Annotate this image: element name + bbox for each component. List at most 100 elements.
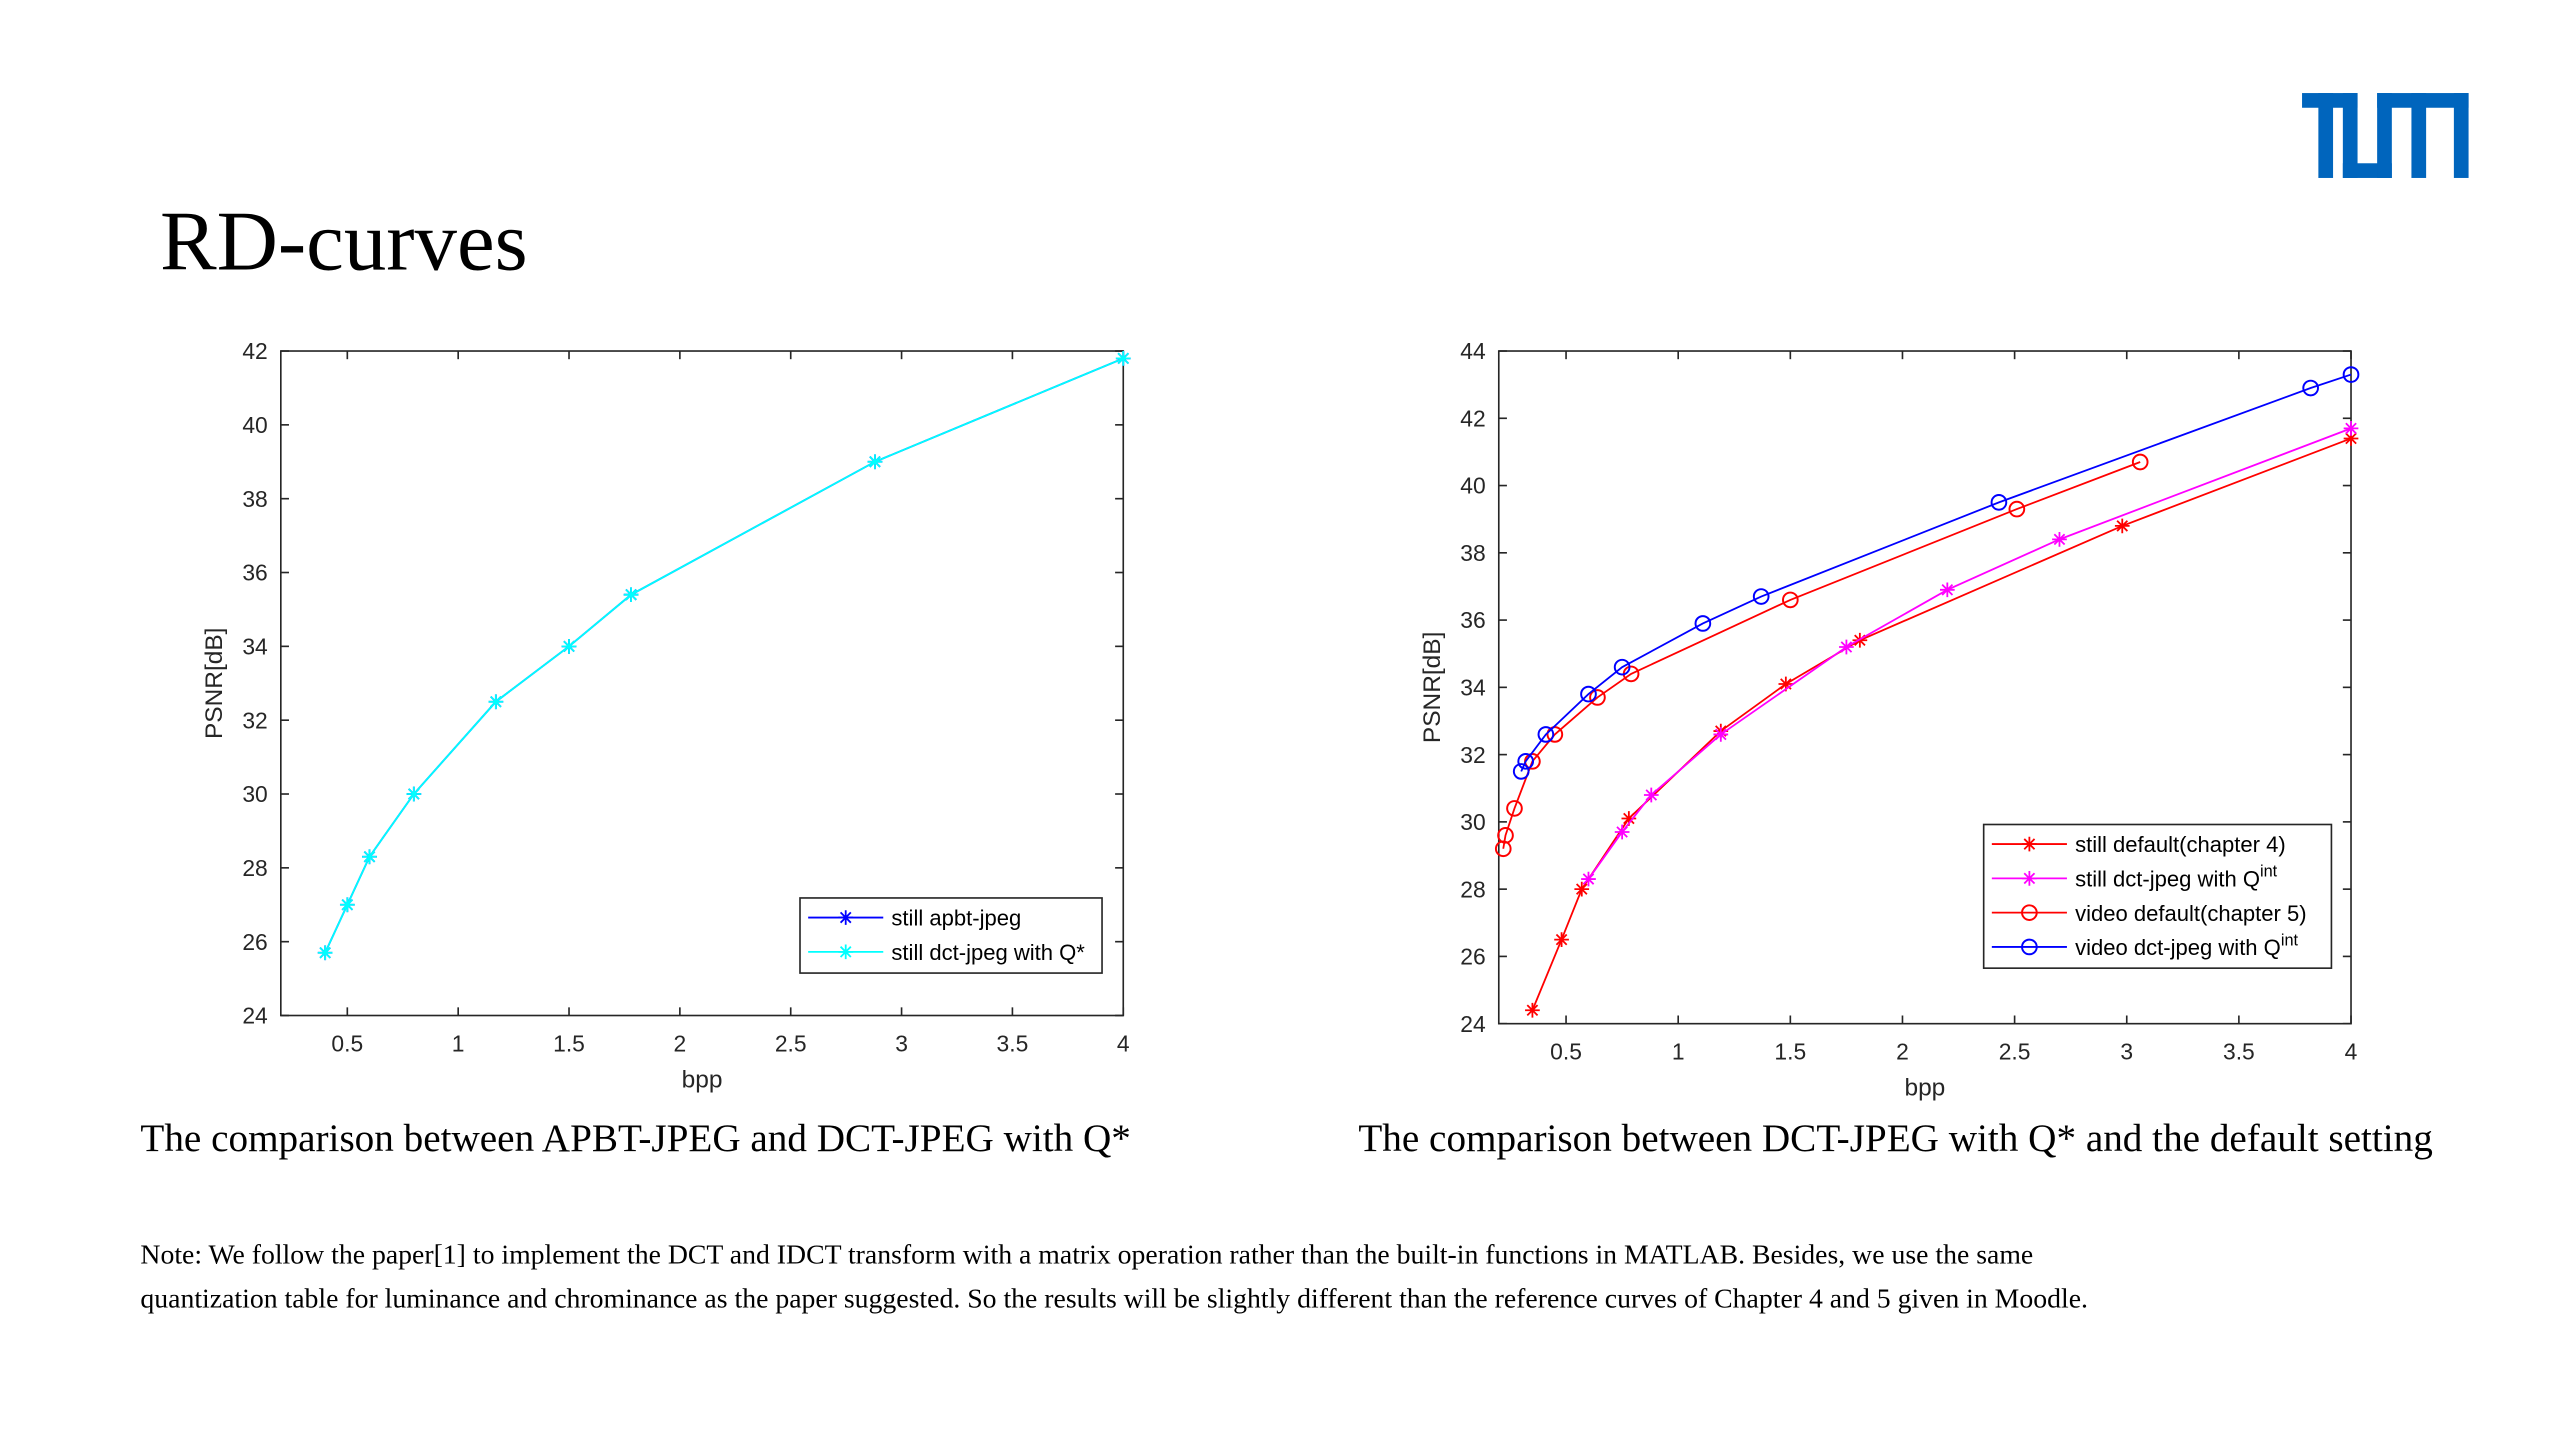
- series-line: [1502, 461, 2141, 849]
- legend-label-text: still default(chapter 4): [2075, 832, 2286, 857]
- data-point: [1497, 827, 1514, 844]
- y-axis-label: PSNR[dB]: [201, 628, 228, 740]
- series-line: [1587, 427, 2352, 880]
- data-point: [2022, 836, 2037, 852]
- legend-label: still default(chapter 4): [2075, 832, 2286, 857]
- data-point: [623, 587, 639, 603]
- series: [317, 351, 1131, 961]
- data-point: [1614, 824, 1630, 840]
- y-tick-label: 40: [242, 412, 267, 438]
- series: [1581, 421, 2359, 887]
- data-point: [339, 897, 355, 913]
- data-point: [867, 454, 883, 470]
- x-tick-label: 4: [1117, 1030, 1130, 1056]
- x-tick-label: 4: [2345, 1039, 2358, 1065]
- y-tick-label: 26: [1460, 944, 1485, 970]
- x-tick-label: 3: [2120, 1039, 2133, 1065]
- legend-label-text: still apbt-jpeg: [891, 906, 1021, 931]
- data-point: [1839, 639, 1854, 655]
- data-point: [2114, 518, 2130, 534]
- data-point: [406, 786, 422, 802]
- x-tick-label: 1.5: [1774, 1039, 1806, 1065]
- legend-label: video default(chapter 5): [2075, 901, 2306, 926]
- legend-box: [799, 897, 1103, 974]
- legend-label: still dct-jpeg with Q*: [891, 940, 1085, 965]
- data-point: [1589, 689, 1606, 706]
- note: quantization table for luminance and chr…: [140, 1284, 2088, 1315]
- data-point: [2021, 904, 2038, 921]
- data-point: [1580, 685, 1597, 703]
- data-point: [838, 944, 854, 960]
- x-axis-label: bpp: [1904, 1075, 1945, 1102]
- data-point: [838, 910, 854, 925]
- data-point: [1939, 582, 1955, 598]
- x-tick-label: 3.5: [2223, 1039, 2255, 1065]
- y-tick-label: 24: [1460, 1011, 1486, 1037]
- data-point: [362, 849, 377, 865]
- x-tick-label: 0.5: [1550, 1039, 1582, 1065]
- data-point: [1613, 658, 1631, 676]
- data-point: [1115, 351, 1131, 366]
- legend-label: still apbt-jpeg: [891, 906, 1021, 931]
- legend-label: still dct-jpeg with Qint: [2075, 863, 2278, 892]
- logo: [2302, 93, 2469, 178]
- y-tick-label: 38: [1460, 540, 1485, 566]
- y-tick-label: 40: [1460, 473, 1485, 499]
- y-tick-label: 34: [1460, 675, 1486, 701]
- data-point: [1517, 753, 1535, 770]
- data-point: [317, 945, 333, 961]
- legend-label: video dct-jpeg with Qint: [2075, 931, 2298, 960]
- legend-label-text: still dct-jpeg with Q: [2075, 867, 2260, 892]
- y-tick-label: 38: [242, 486, 267, 512]
- x-tick-label: 3: [895, 1030, 908, 1056]
- x-tick-label: 2.5: [775, 1030, 807, 1056]
- y-tick-label: 26: [242, 929, 267, 955]
- data-point: [2131, 453, 2149, 471]
- slide-title: RD-curves: [160, 194, 528, 288]
- data-point: [1537, 726, 1555, 743]
- caption: The comparison between APBT-JPEG and DCT…: [140, 1117, 1130, 1160]
- data-point: [2302, 379, 2319, 397]
- series: [1512, 366, 2360, 780]
- y-tick-label: 30: [1460, 809, 1485, 835]
- x-tick-label: 2: [1896, 1039, 1909, 1065]
- y-tick-label: 42: [1460, 405, 1485, 431]
- y-tick-label: 36: [1460, 607, 1485, 633]
- legend-label-text: video default(chapter 5): [2075, 901, 2306, 926]
- legend-label-sup: int: [2281, 931, 2299, 949]
- y-tick-label: 42: [242, 338, 267, 364]
- data-point: [2022, 871, 2037, 886]
- note: Note: We follow the paper[1] to implemen…: [140, 1240, 2033, 1271]
- y-tick-label: 28: [242, 855, 267, 881]
- x-tick-label: 1.5: [553, 1030, 585, 1056]
- x-tick-label: 1: [1672, 1039, 1685, 1065]
- legend-box: [1982, 823, 2333, 969]
- data-point: [1512, 763, 1530, 780]
- data-point: [1525, 1002, 1540, 1018]
- data-point: [1990, 494, 2008, 511]
- y-tick-label: 36: [242, 560, 267, 586]
- data-point: [1752, 588, 1770, 605]
- data-point: [1554, 932, 1569, 947]
- x-tick-label: 3.5: [997, 1030, 1029, 1056]
- data-point: [2008, 500, 2026, 518]
- data-point: [1782, 591, 1799, 609]
- caption: The comparison between DCT-JPEG with Q* …: [1358, 1117, 2432, 1160]
- data-point: [2343, 421, 2359, 436]
- data-point: [2052, 532, 2067, 547]
- y-tick-label: 44: [1460, 338, 1486, 364]
- y-tick-label: 34: [242, 634, 268, 660]
- legend-label-sup: int: [2260, 863, 2278, 881]
- data-point: [561, 639, 577, 654]
- data-point: [1643, 787, 1659, 803]
- y-tick-label: 28: [1460, 876, 1485, 902]
- data-point: [2342, 366, 2360, 383]
- data-point: [1778, 676, 1794, 692]
- legend-label-text: still dct-jpeg with Q*: [891, 940, 1085, 965]
- data-point: [1713, 727, 1729, 742]
- legend-label-text: video dct-jpeg with Q: [2075, 935, 2281, 960]
- x-tick-label: 0.5: [331, 1030, 363, 1056]
- y-tick-label: 30: [242, 781, 267, 807]
- data-point: [488, 694, 504, 710]
